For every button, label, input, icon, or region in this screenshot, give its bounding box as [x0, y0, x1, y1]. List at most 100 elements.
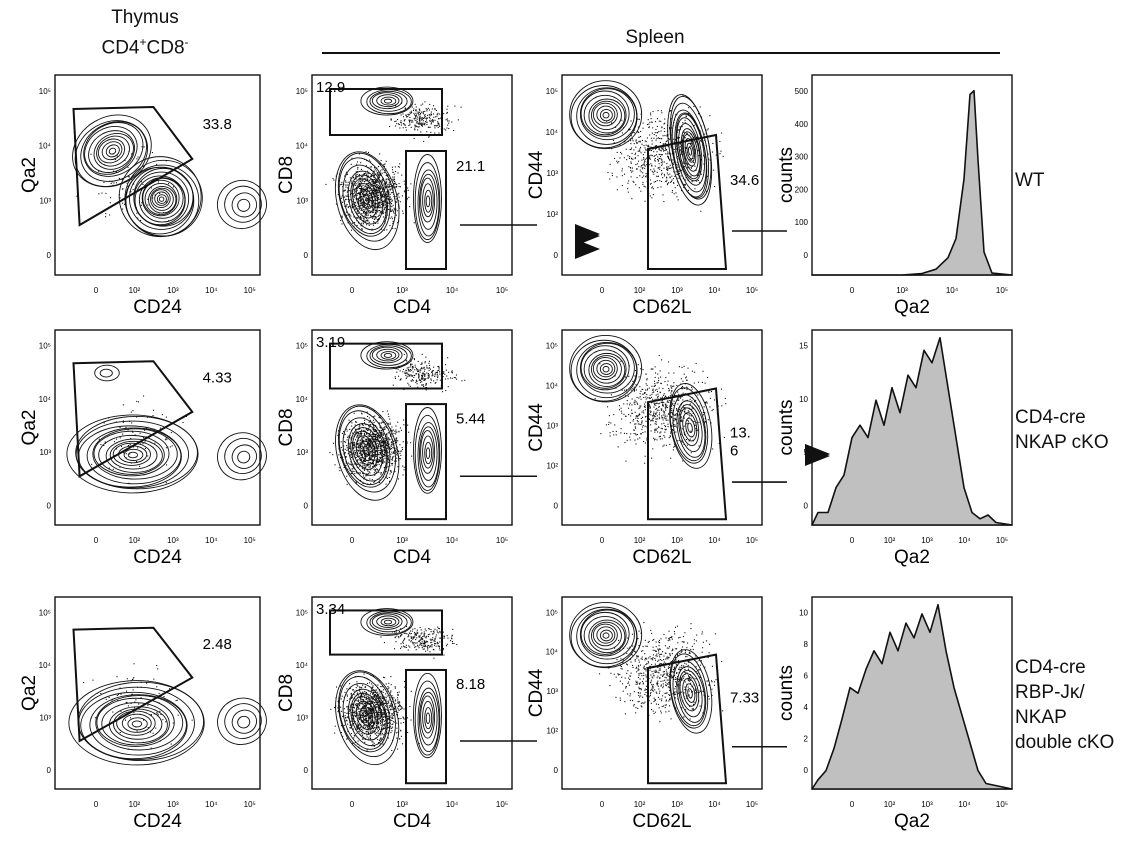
y-axis-label: Qa2	[19, 410, 40, 446]
x-axis-label: Qa2	[894, 811, 930, 832]
contour-main	[118, 156, 203, 238]
x-tick-label: 10²	[884, 536, 896, 545]
y-tick-label: 200	[795, 185, 809, 194]
y-tick-label: 10⁵	[39, 87, 51, 96]
gate-naive	[647, 133, 728, 270]
x-axis-label: CD62L	[632, 297, 691, 318]
x-tick-label: 10²	[129, 800, 141, 809]
x-tick-label: 10⁵	[244, 800, 256, 809]
event-dots	[599, 622, 724, 723]
y-tick-label: 10³	[39, 196, 51, 205]
plot-1-3: 0 10² 10³ 10⁴ 10⁵ 15 10 5 0 Qa2 counts	[776, 329, 1013, 568]
thymus-title: Thymus	[111, 7, 179, 28]
contour-naive	[669, 649, 713, 734]
plot-frame	[54, 596, 261, 790]
y-tick-label: 10	[799, 608, 808, 617]
plot-1-2: 0 10² 10³ 10⁴ 10⁵ 10⁵ 10⁴ 10³ 10² 0 CD62L CD44 13.6	[526, 329, 787, 568]
x-tick-label: 10⁵	[996, 800, 1008, 809]
gate-cd8-value: 12.9	[316, 79, 345, 96]
gate-value-label: 2.48	[203, 636, 232, 653]
gate-polygon	[72, 360, 194, 478]
y-axis-label: CD8	[276, 408, 297, 446]
y-tick-label: 10²	[546, 210, 558, 219]
gate-cd8-value: 3.34	[316, 601, 345, 618]
x-tick-label: 0	[94, 800, 99, 809]
y-tick-label: 10⁵	[296, 342, 308, 351]
contour-memory	[569, 80, 643, 150]
x-tick-label: 10⁵	[244, 536, 256, 545]
x-tick-label: 10²	[129, 536, 141, 545]
contour-upper	[94, 364, 120, 382]
x-tick-label: 10³	[671, 800, 683, 809]
gate-naive	[647, 653, 728, 785]
x-tick-label: 0	[850, 536, 855, 545]
contour-naive	[669, 383, 713, 469]
y-tick-label: 10⁴	[546, 128, 559, 137]
row-label-double: CD4-cre RBP-Jκ/ NKAP double cKO	[1015, 655, 1114, 755]
x-tick-label: 10³	[167, 286, 179, 295]
gate-cd4-value: 21.1	[456, 158, 485, 175]
x-tick-label: 10⁴	[958, 800, 971, 809]
y-tick-label: 10³	[546, 169, 558, 178]
y-tick-label: 0	[804, 251, 809, 260]
y-tick-label: 300	[795, 153, 809, 162]
thymus-header: Thymus CD4+CD8-	[85, 6, 205, 60]
gate-polygon	[72, 626, 194, 743]
plot-1-0: 0 10² 10³ 10⁴ 10⁵ 10⁵ 10⁴ 10³ 0 CD24 Qa2 4.33	[19, 329, 267, 568]
plot-0-1: 0 10³ 10⁴ 10⁵ 10⁵ 10⁴ 10³ 0 CD4 CD8 12.9 21.1	[276, 74, 537, 318]
x-tick-label: 0	[94, 536, 99, 545]
y-tick-label: 0	[304, 766, 309, 775]
row-label-double-line4: double cKO	[1015, 732, 1115, 753]
x-tick-label: 10²	[884, 800, 896, 809]
x-tick-label: 10³	[396, 286, 408, 295]
y-axis-label: counts	[776, 665, 797, 721]
gate-naive-value: 6	[730, 442, 738, 459]
y-axis-label: Qa2	[19, 675, 40, 711]
y-tick-label: 5	[804, 448, 809, 457]
cd4-label: CD4	[101, 37, 140, 59]
gate-naive-value: 7.33	[730, 690, 759, 707]
row-label-nkap-line1: CD4-cre	[1015, 407, 1086, 428]
x-tick-label: 10³	[396, 800, 408, 809]
x-tick-label: 0	[850, 800, 855, 809]
y-axis-label: CD8	[276, 674, 297, 712]
x-tick-label: 0	[600, 800, 605, 809]
gate-value-label: 33.8	[203, 116, 232, 133]
event-dots-upper	[389, 101, 462, 142]
gate-cd8	[329, 88, 443, 136]
gate-cd4	[405, 403, 447, 521]
y-tick-label: 0	[554, 502, 559, 511]
x-tick-label: 10³	[921, 800, 933, 809]
x-tick-label: 10⁵	[746, 800, 758, 809]
contour-side	[216, 179, 267, 230]
y-tick-label: 0	[47, 251, 52, 260]
y-tick-label: 10⁵	[296, 87, 308, 96]
spleen-header: Spleen	[625, 27, 685, 48]
y-tick-label: 10⁴	[39, 395, 52, 404]
plot-frame	[54, 74, 261, 276]
x-axis-label: CD24	[133, 297, 182, 318]
y-tick-label: 10⁵	[546, 608, 558, 617]
spleen-line	[322, 52, 1000, 54]
y-tick-label: 0	[554, 766, 559, 775]
contour-naive	[667, 94, 713, 206]
y-tick-label: 0	[304, 251, 309, 260]
x-tick-label: 10⁵	[496, 286, 508, 295]
y-axis-label: CD44	[526, 150, 547, 199]
y-tick-label: 400	[795, 120, 809, 129]
x-tick-label: 10⁴	[946, 286, 959, 295]
cd8-minus: -	[184, 35, 189, 49]
contour-memory	[569, 335, 643, 403]
gate-naive	[647, 387, 728, 521]
y-axis-label: CD44	[526, 668, 547, 717]
x-tick-label: 10⁵	[996, 286, 1008, 295]
x-tick-label: 10²	[634, 536, 646, 545]
y-axis-label: counts	[776, 400, 797, 456]
y-tick-label: 10⁴	[39, 661, 52, 670]
plot-frame	[54, 329, 261, 526]
thymus-subset: CD4+CD8-	[85, 30, 205, 60]
gate-cd4-value: 8.18	[456, 676, 485, 693]
x-axis-label: Qa2	[894, 297, 930, 318]
y-tick-label: 0	[47, 766, 52, 775]
x-tick-label: 10³	[396, 536, 408, 545]
